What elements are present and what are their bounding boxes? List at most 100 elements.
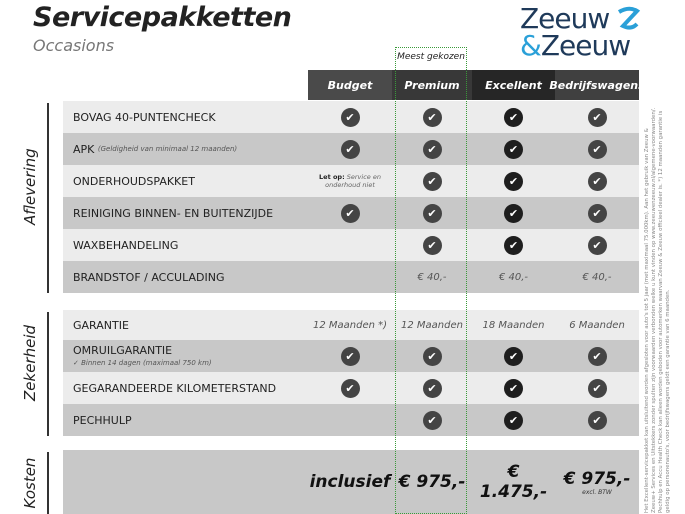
column-header-premium: Premium: [392, 70, 472, 100]
logo-line2: &Zeeuw: [520, 29, 631, 62]
page-title: Servicepakketten: [33, 2, 292, 33]
table-cell: ✔: [472, 165, 555, 197]
table-cell: ✔: [308, 340, 392, 372]
check-icon: ✔: [504, 410, 523, 430]
check-icon: ✔: [504, 171, 523, 191]
row-label: GARANTIE: [73, 310, 129, 340]
row-label-text: ONDERHOUDSPAKKET: [73, 174, 195, 188]
table-cell: ✔: [392, 165, 472, 197]
budget-note: Let op: Service en onderhoud niet: [308, 173, 392, 189]
row-sub-note: ✓ Binnen 14 dagen (maximaal 750 km): [73, 359, 212, 367]
row-label: GEGARANDEERDE KILOMETERSTAND: [73, 372, 276, 404]
table-cell: ✔: [308, 133, 392, 165]
table-cell: [308, 229, 392, 261]
table-cell: ✔: [392, 101, 472, 133]
table-cell: ✔: [308, 101, 392, 133]
row-label: ONDERHOUDSPAKKET: [73, 165, 195, 197]
table-row: BOVAG 40-PUNTENCHECK ✔ ✔ ✔ ✔: [63, 101, 639, 133]
row-label-text: BRANDSTOF / ACCULADING: [73, 270, 225, 284]
check-icon: ✔: [587, 346, 607, 366]
table-cell: 18 Maanden: [472, 310, 555, 340]
row-label: WAXBEHANDELING: [73, 229, 178, 261]
row-label: APK (Geldigheid van minimaal 12 maanden): [73, 133, 237, 165]
check-icon: ✔: [422, 107, 442, 127]
check-icon: ✔: [422, 235, 442, 255]
row-label: REINIGING BINNEN- EN BUITENZIJDE: [73, 197, 273, 229]
check-icon: ✔: [587, 378, 607, 398]
table-cell: ✔: [555, 229, 639, 261]
table-row: PECHHULP ✔ ✔ ✔: [63, 404, 639, 436]
check-icon: ✔: [587, 235, 607, 255]
page-subtitle: Occasions: [33, 36, 115, 55]
logo-line1: Zeeuw: [520, 2, 610, 35]
check-icon: ✔: [340, 346, 360, 366]
check-icon: ✔: [422, 378, 442, 398]
z-swoosh-icon: [617, 6, 641, 30]
table-cell: ✔: [472, 197, 555, 229]
group-divider: [47, 452, 49, 514]
check-icon: ✔: [504, 107, 523, 127]
table-cell: ✔: [555, 133, 639, 165]
check-icon: ✔: [422, 139, 442, 159]
group-label-aflevering: Aflevering: [21, 148, 39, 225]
cell-value: 6 Maanden: [569, 319, 625, 331]
group-divider: [47, 312, 49, 436]
table-row: WAXBEHANDELING ✔ ✔ ✔: [63, 229, 639, 261]
price-premium: € 975,-: [398, 472, 466, 492]
table-cell: ✔: [392, 340, 472, 372]
group-divider: [47, 103, 49, 293]
column-header-budget: Budget: [308, 70, 392, 100]
logo-amp: &: [520, 29, 542, 62]
check-icon: ✔: [587, 410, 607, 430]
table-cell: ✔: [472, 101, 555, 133]
check-icon: ✔: [587, 139, 607, 159]
table-cell: 6 Maanden: [555, 310, 639, 340]
table-row: ONDERHOUDSPAKKET Let op: Service en onder…: [63, 165, 639, 197]
row-label-text: OMRUILGARANTIE: [73, 344, 173, 357]
table-cell: ✔: [555, 101, 639, 133]
table-cell: ✔: [472, 340, 555, 372]
table-row: APK (Geldigheid van minimaal 12 maanden)…: [63, 133, 639, 165]
check-icon: ✔: [340, 378, 360, 398]
check-icon: ✔: [422, 346, 442, 366]
table-row: GARANTIE 12 Maanden *) 12 Maanden 18 Maande…: [63, 310, 639, 340]
table-cell: € 40,-: [392, 261, 472, 293]
row-label-note: (Geldigheid van minimaal 12 maanden): [97, 145, 238, 153]
cell-value: € 40,-: [582, 271, 612, 283]
cell-value: € 40,-: [417, 271, 447, 283]
table-cell: [308, 261, 392, 293]
check-icon: ✔: [587, 107, 607, 127]
check-icon: ✔: [422, 410, 442, 430]
row-label-text: REINIGING BINNEN- EN BUITENZIJDE: [73, 206, 274, 220]
table-cell: 12 Maanden: [392, 310, 472, 340]
price-bedrijfswagens: € 975,- excl. BTW: [555, 450, 639, 514]
check-icon: ✔: [422, 171, 442, 191]
table-cell: 12 Maanden *): [308, 310, 392, 340]
table-cell: ✔: [555, 197, 639, 229]
table-row: REINIGING BINNEN- EN BUITENZIJDE ✔ ✔ ✔ ✔: [63, 197, 639, 229]
group-label-kosten: Kosten: [21, 457, 39, 509]
table-cell: ✔: [392, 372, 472, 404]
note-text: Service en onderhoud niet: [325, 173, 381, 189]
cell-value: 12 Maanden *): [312, 319, 388, 331]
row-label-text: WAXBEHANDELING: [73, 238, 179, 252]
cell-value: 12 Maanden: [401, 319, 463, 331]
table-cell: ✔: [555, 340, 639, 372]
row-label: BOVAG 40-PUNTENCHECK: [73, 101, 216, 133]
table-cell: ✔: [555, 165, 639, 197]
price-value: € 975,-: [563, 468, 631, 489]
table-cell: ✔: [472, 404, 555, 436]
table-row: OMRUILGARANTIE ✓ Binnen 14 dagen (maximaa…: [63, 340, 639, 372]
table-cell: ✔: [555, 372, 639, 404]
zeeuw-logo: Zeeuw &Zeeuw: [520, 2, 641, 62]
check-icon: ✔: [504, 378, 523, 398]
cell-value: 18 Maanden: [482, 319, 545, 331]
check-icon: ✔: [504, 235, 523, 255]
table-cell: ✔: [308, 372, 392, 404]
group-label-zekerheid: Zekerheid: [21, 324, 39, 401]
row-label: OMRUILGARANTIE: [73, 344, 172, 357]
logo-word: Zeeuw: [540, 29, 631, 62]
table-cell: ✔: [392, 229, 472, 261]
row-label-text: GARANTIE: [73, 318, 129, 332]
row-label-text: GEGARANDEERDE KILOMETERSTAND: [73, 381, 277, 395]
